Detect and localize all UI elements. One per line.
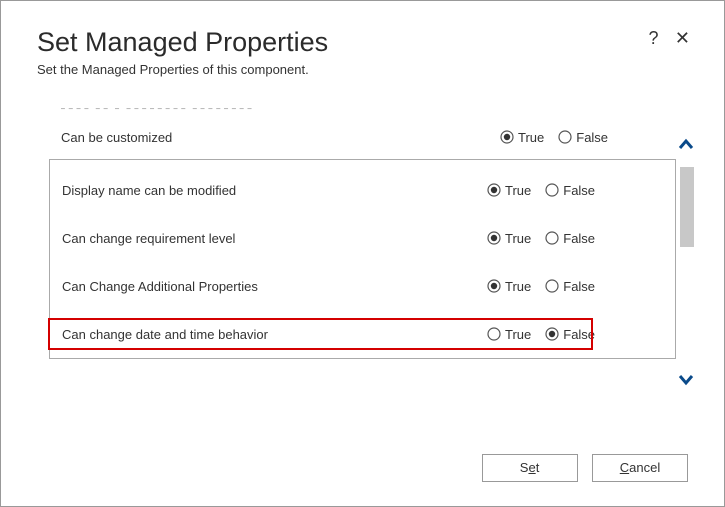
property-label: Can change requirement level bbox=[62, 231, 487, 246]
radio-true-label: True bbox=[505, 327, 531, 342]
managed-properties-dialog: ? ✕ Set Managed Properties Set the Manag… bbox=[1, 1, 724, 506]
radio-true[interactable]: True bbox=[487, 231, 531, 246]
scroll-up-icon[interactable] bbox=[678, 135, 694, 156]
help-icon[interactable]: ? bbox=[648, 29, 658, 47]
scroll-down-icon[interactable] bbox=[678, 371, 694, 392]
scrollbar-thumb[interactable] bbox=[680, 167, 694, 247]
property-label: Display name can be modified bbox=[62, 183, 487, 198]
radio-group: True False bbox=[500, 130, 680, 145]
radio-true-label: True bbox=[505, 279, 531, 294]
radio-true-label: True bbox=[505, 183, 531, 198]
radio-true[interactable]: True bbox=[487, 279, 531, 294]
radio-false-label: False bbox=[563, 327, 595, 342]
row-can-be-customized: Can be customized True False bbox=[37, 123, 688, 151]
radio-false[interactable]: False bbox=[545, 183, 595, 198]
close-icon[interactable]: ✕ bbox=[675, 29, 690, 47]
row-requirement-level: Can change requirement level True False bbox=[50, 214, 675, 262]
radio-true[interactable]: True bbox=[500, 130, 544, 145]
radio-group: True False bbox=[487, 231, 667, 246]
radio-true[interactable]: True bbox=[487, 327, 531, 342]
radio-true[interactable]: True bbox=[487, 183, 531, 198]
dialog-body: ╴╴╴╴ ╴╴ ╴ ╴╴╴╴╴╴╴╴ ╴╴╴╴╴╴╴╴ Can be custo… bbox=[37, 101, 688, 359]
set-button-ul: e bbox=[528, 460, 535, 475]
radio-false[interactable]: False bbox=[545, 279, 595, 294]
dialog-top-controls: ? ✕ bbox=[636, 29, 690, 49]
dialog-buttons: Set Cancel bbox=[472, 454, 688, 482]
radio-group: True False bbox=[487, 183, 667, 198]
dialog-subtitle: Set the Managed Properties of this compo… bbox=[37, 62, 688, 77]
property-label: Can Change Additional Properties bbox=[62, 279, 487, 294]
cancel-button-ul: C bbox=[620, 460, 629, 475]
radio-false[interactable]: False bbox=[545, 327, 595, 342]
property-label: Can be customized bbox=[61, 130, 500, 145]
truncated-text: ╴╴╴╴ ╴╴ ╴ ╴╴╴╴╴╴╴╴ ╴╴╴╴╴╴╴╴ bbox=[61, 101, 688, 117]
set-button-post: t bbox=[536, 460, 540, 475]
radio-group: True False bbox=[487, 327, 667, 342]
radio-false[interactable]: False bbox=[558, 130, 608, 145]
radio-false-label: False bbox=[563, 279, 595, 294]
cancel-button[interactable]: Cancel bbox=[592, 454, 688, 482]
radio-false-label: False bbox=[576, 130, 608, 145]
row-datetime-behavior: Can change date and time behavior True Fal… bbox=[50, 310, 675, 358]
dialog-title: Set Managed Properties bbox=[37, 27, 688, 58]
radio-false[interactable]: False bbox=[545, 231, 595, 246]
radio-true-label: True bbox=[518, 130, 544, 145]
cancel-button-post: ancel bbox=[629, 460, 660, 475]
row-display-name: Display name can be modified True False bbox=[50, 166, 675, 214]
sub-properties-box: Display name can be modified True False Ca… bbox=[49, 159, 676, 359]
radio-group: True False bbox=[487, 279, 667, 294]
property-label: Can change date and time behavior bbox=[62, 327, 487, 342]
radio-false-label: False bbox=[563, 231, 595, 246]
set-button[interactable]: Set bbox=[482, 454, 578, 482]
row-additional-properties: Can Change Additional Properties True Fals… bbox=[50, 262, 675, 310]
radio-true-label: True bbox=[505, 231, 531, 246]
radio-false-label: False bbox=[563, 183, 595, 198]
